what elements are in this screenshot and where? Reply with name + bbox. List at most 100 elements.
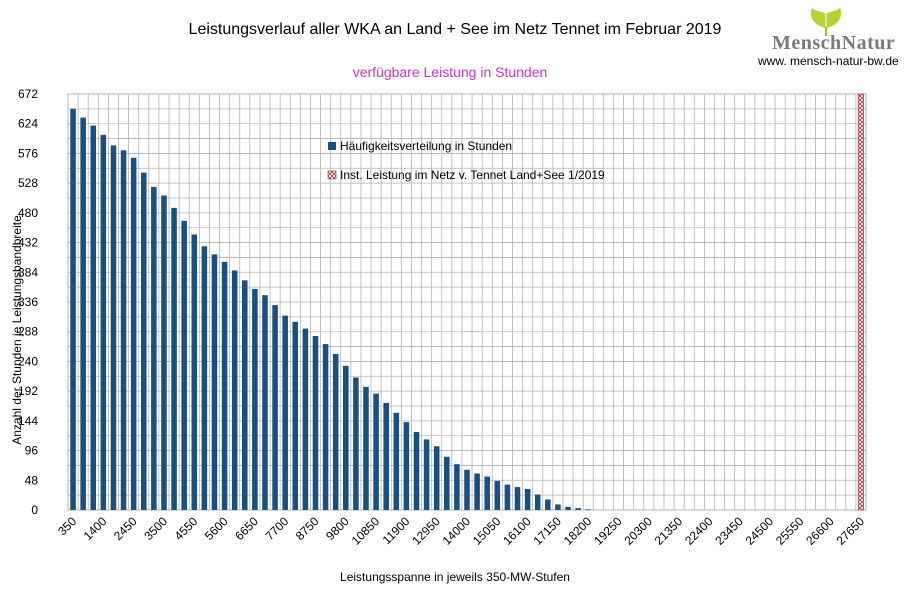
bar bbox=[555, 504, 561, 510]
y-tick-label: 192 bbox=[18, 384, 38, 398]
x-tick-label: 16100 bbox=[500, 514, 534, 548]
x-tick-label: 27650 bbox=[834, 514, 868, 548]
x-tick-label: 24500 bbox=[743, 514, 777, 548]
x-tick-label: 14000 bbox=[440, 514, 474, 548]
y-tick-label: 432 bbox=[18, 236, 38, 250]
bar bbox=[444, 456, 450, 510]
bar bbox=[120, 150, 127, 511]
x-tick-label: 6650 bbox=[232, 514, 261, 543]
bar bbox=[514, 487, 521, 510]
bar bbox=[292, 321, 299, 510]
chart-subtitle: verfügbare Leistung in Stunden bbox=[352, 64, 548, 80]
x-tick-label: 18200 bbox=[561, 514, 595, 548]
x-tick-label: 7700 bbox=[263, 514, 292, 543]
bar bbox=[474, 473, 480, 510]
bar bbox=[373, 393, 379, 510]
bar bbox=[332, 354, 339, 510]
bar bbox=[383, 402, 389, 510]
y-tick-label: 336 bbox=[18, 295, 38, 309]
x-tick-label: 350 bbox=[55, 514, 79, 538]
x-tick-label: 4550 bbox=[172, 514, 201, 543]
chart-title: Leistungsverlauf aller WKA an Land + See… bbox=[188, 21, 722, 38]
bar bbox=[423, 439, 430, 510]
x-tick-label: 17150 bbox=[531, 514, 565, 548]
bar bbox=[343, 365, 349, 510]
y-tick-label: 96 bbox=[25, 444, 39, 458]
bar bbox=[494, 480, 501, 510]
y-tick-label: 144 bbox=[18, 414, 38, 428]
x-tick-label: 11900 bbox=[380, 514, 413, 547]
bar bbox=[161, 195, 167, 510]
bar bbox=[413, 432, 420, 510]
bar bbox=[221, 261, 228, 510]
y-tick-label: 48 bbox=[25, 473, 39, 487]
bar bbox=[403, 422, 410, 510]
bar bbox=[90, 125, 97, 511]
x-tick-labels: 350 1400 2450 3500 4550 5600 6650 7700 8750 98001… bbox=[55, 514, 867, 548]
logo-text: MenschNatur bbox=[772, 32, 896, 54]
grid bbox=[67, 93, 867, 511]
bar bbox=[282, 315, 288, 510]
bar bbox=[262, 295, 268, 510]
y-tick-label: 480 bbox=[18, 206, 38, 220]
bar bbox=[100, 134, 107, 510]
bar bbox=[272, 305, 278, 510]
x-tick-label: 3500 bbox=[141, 514, 170, 543]
bar bbox=[70, 108, 76, 510]
bar bbox=[393, 412, 400, 510]
x-tick-label: 23450 bbox=[712, 514, 746, 548]
logo-url: www. mensch-natur-bw.de bbox=[758, 54, 899, 68]
y-tick-label: 240 bbox=[18, 354, 38, 368]
x-tick-label: 20300 bbox=[621, 514, 655, 548]
bar bbox=[130, 157, 137, 510]
legend: Häufigkeitsverteilung in Stunden Inst. L… bbox=[327, 139, 605, 182]
bar bbox=[151, 186, 157, 510]
bar bbox=[575, 508, 581, 510]
bar bbox=[241, 280, 248, 510]
y-tick-label: 624 bbox=[18, 117, 38, 131]
y-tick-label: 528 bbox=[18, 176, 38, 190]
bar bbox=[252, 289, 258, 510]
y-tick-label: 0 bbox=[31, 503, 38, 517]
bar bbox=[504, 484, 511, 510]
logo: MenschNatur www. mensch-natur-bw.de bbox=[758, 6, 903, 70]
bar bbox=[585, 509, 591, 510]
y-tick-labels: 0 48 96 144 192 240 288 336 384 432 480 528 576 624 67… bbox=[18, 87, 38, 517]
x-tick-label: 5600 bbox=[202, 514, 231, 543]
y-tick-label: 576 bbox=[18, 146, 38, 160]
x-tick-label: 19250 bbox=[591, 514, 625, 548]
x-tick-label: 10850 bbox=[349, 514, 383, 548]
x-tick-label: 22400 bbox=[682, 514, 716, 548]
bar bbox=[433, 446, 440, 510]
bar bbox=[353, 377, 359, 510]
x-axis-label: Leistungsspanne in jeweils 350-MW-Stufen bbox=[340, 570, 570, 584]
bar bbox=[211, 254, 218, 510]
x-tick-label: 9800 bbox=[323, 514, 352, 543]
bar bbox=[484, 476, 490, 510]
bar bbox=[80, 117, 86, 511]
x-tick-label: 26600 bbox=[803, 514, 837, 548]
bar bbox=[191, 234, 198, 510]
bar bbox=[231, 270, 238, 510]
bar bbox=[363, 386, 369, 510]
x-tick-label: 15050 bbox=[470, 514, 504, 548]
x-tick-label: 21350 bbox=[652, 514, 686, 548]
bar bbox=[534, 494, 541, 510]
ginkgo-leaf-icon bbox=[810, 8, 842, 36]
bar bbox=[201, 246, 208, 511]
x-tick-label: 8750 bbox=[293, 514, 322, 543]
x-tick-label: 1400 bbox=[81, 514, 110, 543]
bar bbox=[110, 145, 117, 510]
bars bbox=[70, 108, 591, 511]
installed-capacity-mark bbox=[857, 93, 865, 511]
bar bbox=[322, 344, 329, 510]
bar bbox=[302, 328, 309, 510]
installed-capacity-bar bbox=[857, 93, 865, 511]
y-tick-label: 288 bbox=[18, 325, 38, 339]
legend-label-frequency: Häufigkeitsverteilung in Stunden bbox=[340, 139, 512, 153]
bar bbox=[171, 207, 177, 510]
legend-label-installed: Inst. Leistung im Netz v. Tennet Land+Se… bbox=[340, 168, 605, 182]
x-tick-label: 12950 bbox=[409, 514, 443, 548]
legend-swatch-frequency bbox=[328, 142, 336, 150]
